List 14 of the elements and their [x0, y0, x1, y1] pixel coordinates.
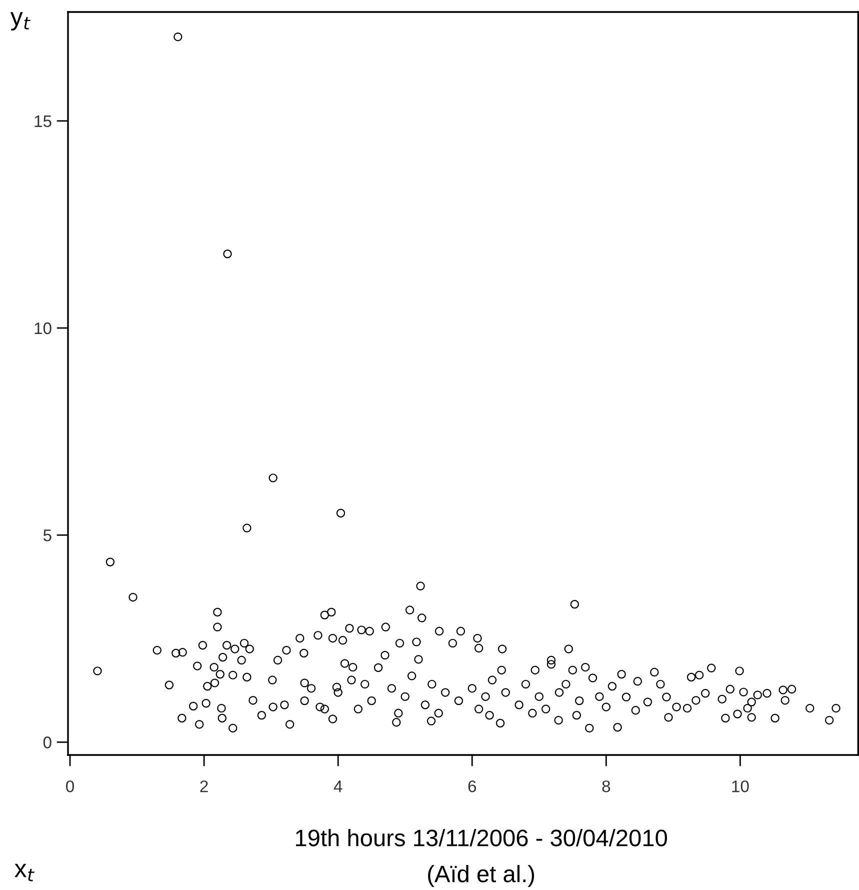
x-tick-label: 2	[200, 780, 208, 792]
y-tick-label: 0	[43, 736, 52, 748]
x-tick-label: 0	[66, 780, 74, 792]
text: (Aïd et al.)	[428, 864, 534, 887]
x-tick-label: 4	[334, 780, 342, 792]
x-tick-label: 6	[468, 780, 476, 792]
y-tick-label: 10	[34, 322, 52, 334]
y-axis-title: y$_{t}$	[10, 12, 30, 30]
y-tick-label: 5	[43, 530, 52, 542]
y-tick-label: 15	[34, 115, 52, 128]
x-tick-label: 8	[602, 780, 610, 792]
x-tick-label: 10	[732, 780, 749, 792]
x-axis-title: x$_{t}$	[14, 864, 34, 882]
text: 19th hours 13/11/2006 - 30/04/2010	[296, 828, 667, 846]
